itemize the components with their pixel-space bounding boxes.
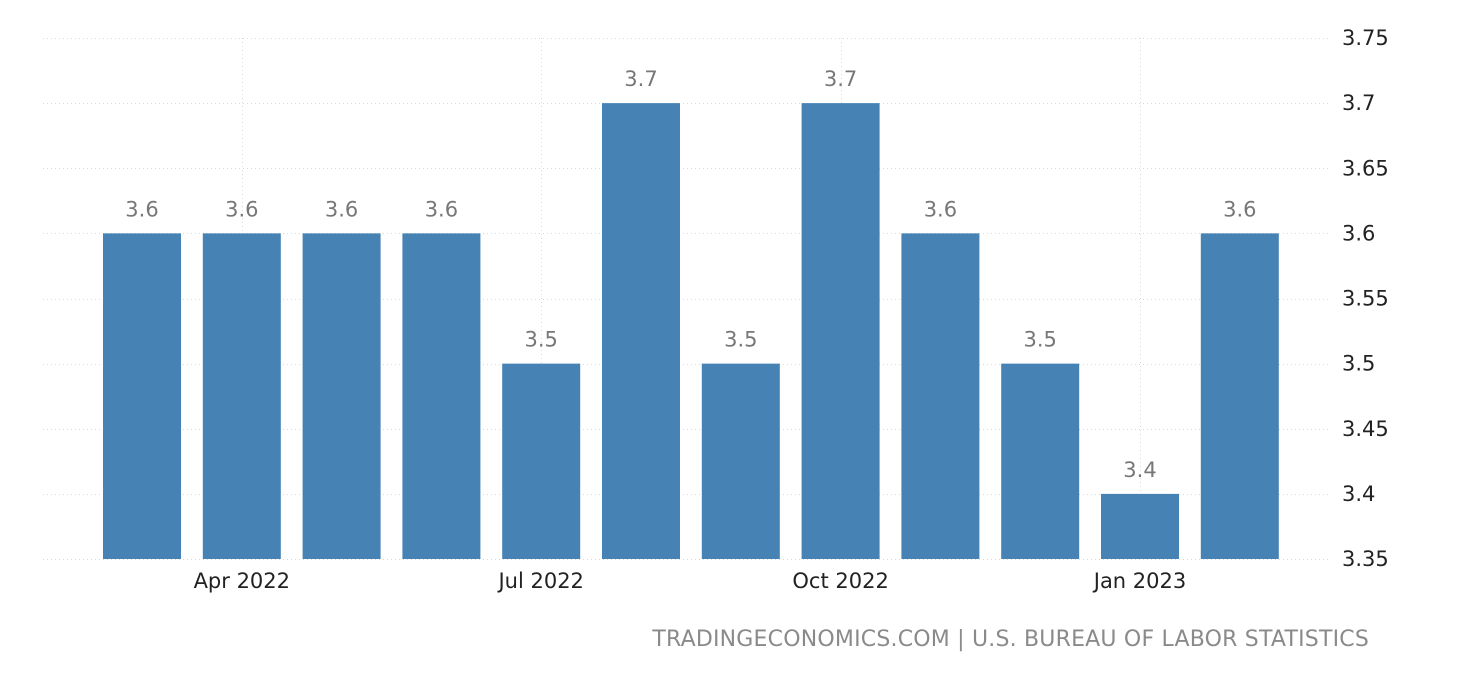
bar: [602, 103, 680, 559]
data-label: 3.5: [524, 328, 557, 352]
bar: [402, 233, 481, 559]
bar: [103, 233, 181, 559]
data-label: 3.7: [624, 67, 657, 91]
x-tick-label: Apr 2022: [194, 569, 290, 593]
y-tick-label: 3.45: [1342, 417, 1389, 441]
data-label: 3.6: [225, 197, 258, 221]
y-axis: 3.35 3.4 3.45 3.5 3.55 3.6 3.65 3.7 3.75: [1342, 26, 1389, 571]
bar: [302, 233, 381, 559]
bar: [901, 233, 980, 559]
data-label: 3.6: [125, 197, 158, 221]
data-label: 3.6: [1223, 197, 1256, 221]
bar: [1200, 233, 1279, 559]
bar: [701, 363, 780, 559]
x-tick-label: Jan 2023: [1092, 569, 1187, 593]
data-label: 3.4: [1123, 458, 1156, 482]
x-axis: Apr 2022 Jul 2022 Oct 2022 Jan 2023: [194, 569, 1187, 593]
data-label: 3.6: [924, 197, 957, 221]
data-label: 3.6: [425, 197, 458, 221]
y-tick-label: 3.65: [1342, 156, 1389, 180]
y-tick-label: 3.4: [1342, 482, 1375, 506]
data-labels: 3.6 3.6 3.6 3.6 3.5 3.7 3.5 3.7 3.6 3.5 3.4 3.6: [125, 67, 1256, 482]
bar: [202, 233, 281, 559]
data-label: 3.5: [1023, 328, 1056, 352]
bar: [1001, 363, 1080, 559]
y-tick-label: 3.6: [1342, 221, 1375, 245]
y-tick-label: 3.5: [1342, 352, 1375, 376]
data-label: 3.5: [724, 328, 757, 352]
data-label: 3.6: [325, 197, 358, 221]
x-tick-label: Jul 2022: [496, 569, 583, 593]
bar: [1101, 493, 1179, 559]
source-credit: TRADINGECONOMICS.COM | U.S. BUREAU OF LA…: [652, 627, 1369, 652]
x-tick-label: Oct 2022: [792, 569, 888, 593]
y-tick-label: 3.55: [1342, 287, 1389, 311]
bar: [502, 363, 581, 559]
data-label: 3.7: [824, 67, 857, 91]
y-tick-label: 3.35: [1342, 547, 1389, 571]
bar: [801, 103, 880, 559]
y-tick-label: 3.7: [1342, 91, 1375, 115]
y-tick-label: 3.75: [1342, 26, 1389, 50]
bars: [103, 103, 1279, 559]
